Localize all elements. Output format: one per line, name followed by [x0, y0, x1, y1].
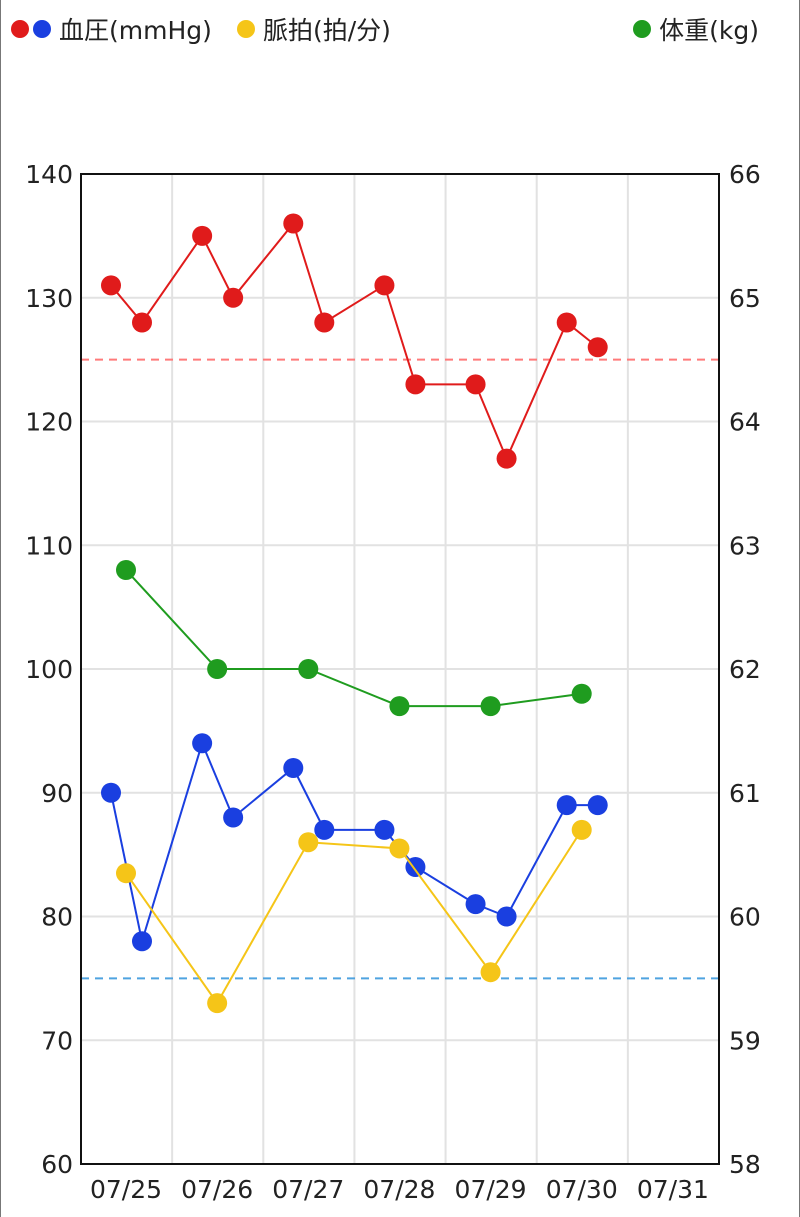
x-tick-label: 07/28	[363, 1175, 435, 1204]
y-right-tick-label: 58	[729, 1150, 761, 1179]
y-right-tick-label: 62	[729, 655, 761, 684]
legend-item-pulse: 脈拍(拍/分)	[237, 12, 391, 46]
y-left-tick-label: 90	[41, 779, 73, 808]
y-left-tick-label: 140	[25, 160, 73, 189]
x-tick-label: 07/30	[546, 1175, 618, 1204]
data-point-diastolic	[132, 931, 152, 952]
data-point-weight	[389, 696, 410, 717]
data-point-pulse	[116, 863, 136, 884]
data-point-diastolic	[192, 733, 213, 754]
series-line-systolic	[110, 221, 599, 462]
data-point-pulse	[389, 838, 410, 859]
data-point-systolic	[132, 312, 152, 333]
y-left-tick-label: 120	[25, 408, 73, 437]
legend-label-pulse: 脈拍(拍/分)	[263, 16, 391, 45]
x-tick-label: 07/31	[637, 1175, 709, 1204]
y-right-tick-label: 61	[729, 779, 761, 808]
y-left-tick-label: 110	[25, 531, 73, 560]
data-point-systolic	[101, 275, 121, 296]
y-left-tick-label: 60	[41, 1150, 73, 1179]
data-point-weight	[207, 659, 228, 679]
data-point-diastolic	[556, 795, 577, 816]
data-point-systolic	[192, 225, 213, 246]
data-point-diastolic	[496, 906, 517, 927]
series-line-weight	[125, 569, 582, 708]
y-right-tick-label: 64	[729, 408, 761, 437]
data-point-pulse	[298, 832, 319, 853]
data-point-diastolic	[374, 819, 395, 840]
data-point-weight	[298, 659, 319, 679]
data-point-systolic	[556, 312, 577, 333]
weight-dot-icon	[633, 20, 652, 38]
data-point-systolic	[587, 337, 608, 358]
pulse-dot-icon	[237, 20, 255, 38]
legend-label-blood-pressure: 血圧(mmHg)	[59, 16, 212, 45]
y-left-tick-label: 130	[25, 284, 73, 313]
legend-item-weight: 体重(kg)	[633, 12, 759, 46]
data-point-pulse	[480, 962, 501, 983]
data-point-systolic	[374, 275, 395, 296]
y-left-tick-label: 70	[41, 1026, 73, 1055]
y-right-tick-label: 63	[729, 531, 761, 560]
data-point-diastolic	[587, 795, 608, 816]
data-point-diastolic	[223, 807, 244, 828]
data-point-diastolic	[101, 782, 121, 803]
blood-pressure-diastolic-dot-icon	[33, 20, 51, 38]
y-left-tick-label: 100	[25, 655, 73, 684]
data-point-systolic	[223, 287, 244, 308]
series-line-diastolic	[110, 740, 598, 942]
data-point-weight	[480, 696, 501, 717]
y-right-tick-label: 66	[729, 160, 761, 189]
y-right-tick-label: 65	[729, 284, 761, 313]
data-point-weight	[116, 560, 136, 580]
y-left-tick-label: 80	[41, 903, 73, 932]
data-point-systolic	[465, 374, 486, 395]
data-point-systolic	[314, 312, 335, 333]
x-tick-label: 07/27	[272, 1175, 344, 1204]
data-point-systolic	[283, 213, 304, 234]
legend-label-weight: 体重(kg)	[659, 16, 759, 45]
plot-frame	[80, 173, 720, 1165]
data-point-diastolic	[283, 758, 304, 778]
data-point-pulse	[571, 819, 592, 840]
x-tick-label: 07/25	[90, 1175, 162, 1204]
data-point-diastolic	[314, 819, 335, 840]
y-right-tick-label: 59	[729, 1026, 761, 1055]
data-point-systolic	[405, 374, 426, 395]
data-point-weight	[571, 683, 592, 704]
data-point-systolic	[496, 448, 517, 469]
data-point-pulse	[207, 993, 228, 1014]
series-line-pulse	[125, 829, 583, 1005]
y-right-tick-label: 60	[729, 903, 761, 932]
x-tick-label: 07/29	[455, 1175, 527, 1204]
legend-item-blood-pressure: 血圧(mmHg)	[11, 12, 212, 46]
data-point-diastolic	[465, 894, 486, 915]
blood-pressure-systolic-dot-icon	[11, 20, 29, 38]
x-tick-label: 07/26	[181, 1175, 253, 1204]
